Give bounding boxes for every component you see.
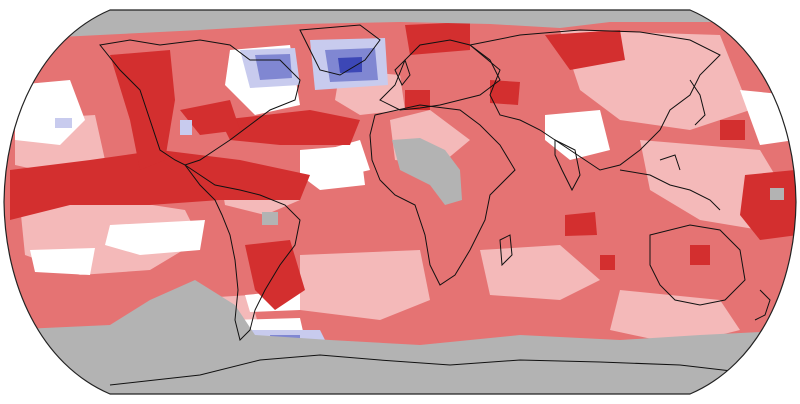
globe-outline-icon (3, 9, 797, 395)
coastlines (99, 24, 771, 386)
much-warmer-regions (10, 22, 796, 310)
near-average-regions (15, 45, 795, 342)
